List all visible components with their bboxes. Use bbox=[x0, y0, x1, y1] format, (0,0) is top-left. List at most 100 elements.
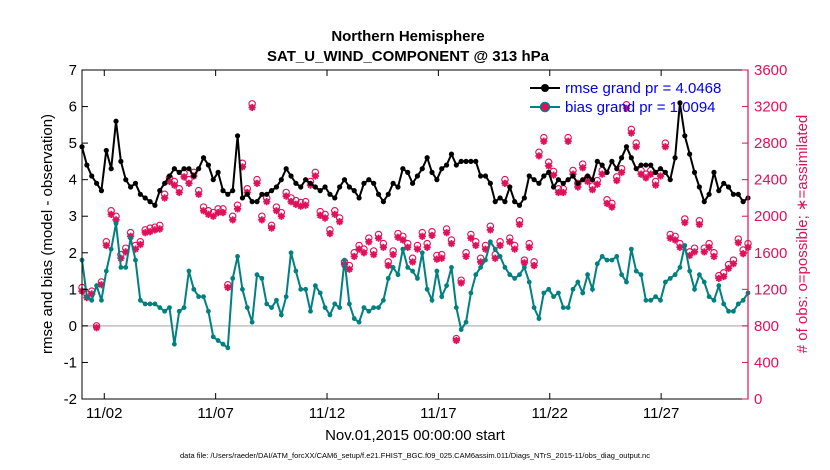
rmse-point bbox=[288, 173, 294, 179]
rmse-point bbox=[249, 199, 255, 205]
bias-point bbox=[439, 294, 445, 300]
rmse-point bbox=[575, 180, 581, 186]
rmse-point bbox=[317, 188, 323, 194]
bias-point bbox=[162, 308, 168, 314]
rmse-point bbox=[536, 180, 542, 186]
obs-assimilated-point bbox=[345, 265, 353, 273]
rmse-point bbox=[594, 158, 600, 164]
rmse-point bbox=[619, 155, 625, 161]
rmse-point bbox=[419, 166, 425, 172]
obs-assimilated-point bbox=[734, 239, 742, 247]
obs-assimilated-point bbox=[613, 176, 621, 185]
bias-point bbox=[137, 297, 143, 303]
obs-assimilated-point bbox=[647, 170, 655, 178]
bias-point bbox=[332, 301, 338, 307]
bias-point bbox=[624, 279, 629, 285]
rmse-point bbox=[371, 180, 377, 186]
y-right-tick-label: 3200 bbox=[754, 99, 787, 116]
y-right-tick-label: 3600 bbox=[754, 62, 787, 79]
x-axis-label: Nov.01,2015 00:00:00 start bbox=[325, 427, 506, 444]
legend-rmse-marker bbox=[541, 84, 549, 92]
y-left-tick-label: -2 bbox=[64, 391, 77, 408]
bias-point bbox=[594, 261, 600, 267]
rmse-point bbox=[560, 180, 566, 186]
obs-assimilated-point bbox=[598, 170, 606, 178]
rmse-point bbox=[740, 199, 746, 205]
obs-assimilated-point bbox=[253, 179, 261, 187]
obs-assimilated-point bbox=[209, 212, 217, 220]
rmse-point bbox=[628, 155, 634, 161]
obs-assimilated-point bbox=[720, 272, 728, 281]
rmse-point bbox=[478, 173, 484, 179]
bias-point bbox=[565, 305, 571, 311]
rmse-point bbox=[711, 169, 717, 175]
bias-point bbox=[726, 308, 731, 314]
bias-point bbox=[444, 283, 449, 289]
obs-assimilated-point bbox=[379, 243, 388, 251]
obs-assimilated-point bbox=[545, 162, 553, 170]
rmse-point bbox=[623, 144, 630, 150]
chart-title: Northern Hemisphere bbox=[331, 28, 484, 45]
y-left-tick-label: 0 bbox=[69, 318, 77, 335]
rmse-point bbox=[123, 177, 129, 183]
obs-assimilated-point bbox=[525, 243, 533, 251]
y-left-tick-label: 1 bbox=[69, 281, 77, 298]
y-left-tick-label: -1 bbox=[64, 354, 77, 371]
chart-subtitle: SAT_U_WIND_COMPONENT @ 313 hPa bbox=[267, 48, 550, 65]
obs-assimilated-point bbox=[326, 229, 334, 238]
bias-point bbox=[254, 272, 260, 278]
bias-point bbox=[721, 301, 727, 307]
obs-assimilated-point bbox=[185, 179, 193, 187]
bias-point bbox=[210, 334, 216, 340]
rmse-point bbox=[186, 166, 192, 172]
bias-point bbox=[696, 272, 702, 278]
bias-point bbox=[376, 305, 381, 311]
rmse-point bbox=[516, 202, 523, 208]
bias-point bbox=[94, 283, 99, 289]
bias-point bbox=[531, 305, 537, 311]
rmse-point bbox=[327, 191, 333, 197]
obs-assimilated-point bbox=[690, 248, 699, 256]
bias-point bbox=[609, 257, 615, 263]
bias-point bbox=[181, 305, 187, 311]
bias-point bbox=[381, 297, 386, 303]
y-right-tick-label: 2800 bbox=[754, 135, 787, 152]
rmse-point bbox=[609, 158, 615, 164]
rmse-point bbox=[196, 166, 202, 172]
rmse-point bbox=[458, 158, 464, 164]
rmse-point bbox=[332, 195, 338, 201]
x-tick-label: 11/22 bbox=[532, 405, 568, 422]
obs-assimilated-point bbox=[681, 219, 689, 227]
rmse-point bbox=[546, 169, 552, 175]
bias-point bbox=[570, 286, 576, 292]
obs-assimilated-point bbox=[107, 210, 115, 218]
obs-assimilated-point bbox=[321, 214, 329, 222]
obs-assimilated-point bbox=[438, 254, 446, 262]
rmse-point bbox=[492, 199, 498, 205]
bias-point bbox=[274, 297, 279, 303]
obs-assimilated-point bbox=[564, 137, 572, 145]
bias-point bbox=[390, 265, 396, 270]
rmse-point bbox=[512, 199, 518, 205]
bias-point bbox=[220, 341, 226, 347]
bias-point bbox=[142, 301, 148, 307]
bias-point bbox=[84, 294, 90, 300]
obs-assimilated-point bbox=[559, 188, 567, 197]
obs-assimilated-point bbox=[700, 248, 708, 256]
y-right-tick-label: 1200 bbox=[754, 281, 787, 298]
bias-point bbox=[240, 286, 245, 292]
bias-point bbox=[551, 294, 556, 300]
bias-point bbox=[735, 301, 741, 307]
rmse-point bbox=[244, 191, 250, 197]
rmse-point bbox=[254, 199, 260, 205]
bias-point bbox=[687, 268, 693, 274]
bias-point bbox=[346, 301, 352, 307]
rmse-point bbox=[385, 191, 391, 197]
bias-point bbox=[283, 294, 289, 300]
y-left-axis-ticks: -2 -1 0 1 2 3 4 5 6 7 bbox=[64, 62, 88, 408]
rmse-point bbox=[346, 184, 352, 190]
rmse-point bbox=[691, 169, 698, 175]
obs-assimilated-point bbox=[156, 225, 164, 233]
rmse-point bbox=[283, 166, 289, 172]
